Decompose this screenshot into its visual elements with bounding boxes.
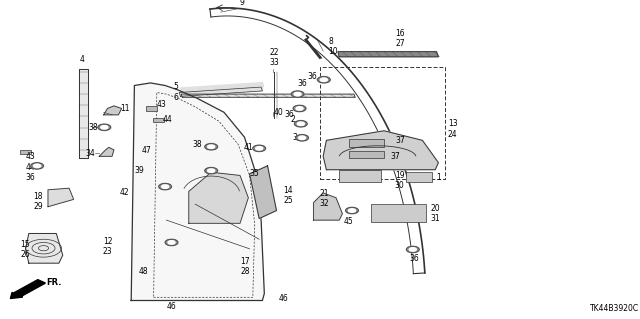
Circle shape [205,167,218,174]
Text: 35: 35 [250,169,259,178]
Polygon shape [26,234,63,263]
Circle shape [253,145,266,152]
Text: 43: 43 [156,100,166,109]
Text: 36: 36 [308,72,317,81]
Circle shape [317,77,330,83]
Circle shape [346,207,358,214]
Circle shape [296,135,308,141]
Text: 2: 2 [291,115,296,124]
Text: 44: 44 [163,115,173,124]
Text: FR.: FR. [46,278,61,287]
Circle shape [293,105,306,112]
Bar [153,118,164,122]
Text: 43: 43 [26,152,36,161]
Bar [371,204,426,222]
Circle shape [207,169,215,172]
Circle shape [406,246,419,253]
Circle shape [291,91,304,97]
Text: 42: 42 [120,189,129,197]
Text: 4: 4 [79,55,84,64]
FancyArrow shape [10,280,45,299]
Bar [339,170,381,182]
Circle shape [294,93,301,96]
Circle shape [207,145,215,149]
Circle shape [161,185,169,188]
Text: 36: 36 [297,79,307,88]
Text: 44
36: 44 36 [26,163,36,182]
Text: 40: 40 [274,108,284,117]
Polygon shape [338,52,438,57]
Polygon shape [181,94,355,97]
Circle shape [168,241,175,244]
Circle shape [349,209,356,212]
Text: 16
27: 16 27 [396,29,405,48]
Polygon shape [180,83,264,92]
Text: 37: 37 [396,136,405,145]
Text: 38: 38 [192,140,202,149]
Polygon shape [179,87,262,96]
Circle shape [298,136,306,140]
Polygon shape [189,172,248,223]
Polygon shape [131,83,264,300]
Text: 36: 36 [285,110,294,119]
Text: 11: 11 [120,104,130,113]
Circle shape [159,183,172,190]
Circle shape [294,121,307,127]
Polygon shape [99,147,114,156]
Circle shape [33,164,41,168]
Text: 48: 48 [138,267,148,276]
Circle shape [297,122,304,126]
Text: 22
33: 22 33 [269,48,279,67]
Text: TK44B3920C: TK44B3920C [589,304,639,313]
Circle shape [165,239,178,246]
Circle shape [31,163,44,169]
Circle shape [205,144,218,150]
Polygon shape [104,106,122,115]
Circle shape [101,126,108,129]
Text: 21
32: 21 32 [319,189,329,208]
Bar [146,106,157,111]
Text: 19
30: 19 30 [395,171,404,190]
Text: 47: 47 [142,146,152,155]
Text: 15
26: 15 26 [20,240,30,259]
Polygon shape [323,131,438,170]
Text: 5
6: 5 6 [173,82,178,101]
Bar [20,150,31,154]
Polygon shape [48,188,74,207]
Bar [406,172,432,182]
Text: 1: 1 [436,173,441,182]
Bar [349,151,384,158]
Text: 46: 46 [166,302,177,311]
Text: 12
23: 12 23 [102,237,113,256]
Circle shape [256,146,263,150]
Text: 20
31: 20 31 [430,204,440,223]
Text: 7
9: 7 9 [239,0,244,7]
Polygon shape [180,85,263,94]
Polygon shape [314,193,342,220]
Bar [349,139,384,147]
Text: 34: 34 [85,149,95,158]
Text: 3: 3 [292,133,297,142]
Circle shape [410,248,417,251]
Text: 45: 45 [344,217,354,226]
Circle shape [98,124,111,130]
Text: 39: 39 [134,166,144,175]
Text: 46: 46 [278,294,289,303]
Polygon shape [79,69,88,158]
Text: 37: 37 [390,152,400,161]
Circle shape [296,107,303,110]
Text: 18
29: 18 29 [33,192,44,211]
Polygon shape [250,166,276,219]
Text: 36: 36 [410,254,420,263]
Text: 14
25: 14 25 [283,186,293,205]
Text: 41: 41 [243,143,253,152]
Text: 38: 38 [88,123,98,132]
Circle shape [321,78,328,82]
Text: 13
24: 13 24 [448,120,458,139]
Text: 8
10: 8 10 [328,37,338,56]
Text: 17
28: 17 28 [240,257,250,276]
